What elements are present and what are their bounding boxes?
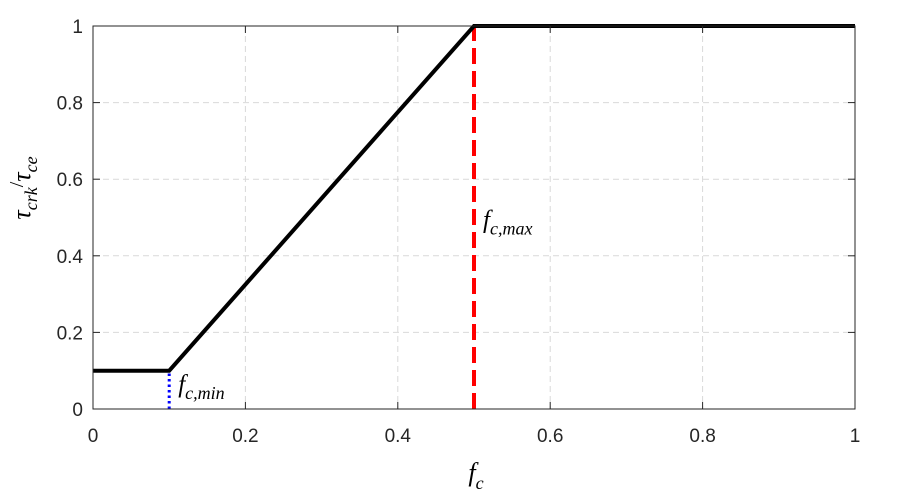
y-tick-label: 1: [72, 17, 83, 38]
reference-lines: [167, 26, 476, 409]
y-tick-label: 0.8: [57, 94, 83, 115]
y-axis-label: τcrk/τce: [6, 156, 41, 219]
x-tick-label: 0.4: [385, 426, 412, 447]
x-tick-label: 1: [850, 426, 861, 447]
plot-frame: [92, 25, 856, 410]
y-axis-label-num: τ: [7, 209, 36, 220]
y-axis-label-den: τ: [7, 171, 36, 182]
y-tick-label: 0: [72, 400, 83, 421]
y-axis-label-den-sub: ce: [21, 156, 41, 172]
x-axis-label: fc: [468, 458, 483, 493]
y-tick-label: 0.6: [57, 170, 83, 191]
y-tick-label: 0.4: [57, 247, 84, 268]
annotation-label: fc,min: [178, 371, 224, 403]
y-axis-label-num-sub: crk: [21, 186, 41, 210]
annotation-label: fc,max: [483, 207, 532, 239]
annotation-sub: c,min: [185, 383, 225, 403]
x-tick-label: 0.6: [537, 426, 563, 447]
x-tick-label: 0: [88, 426, 99, 447]
grid: [93, 26, 855, 409]
y-tick-label: 0.2: [57, 323, 83, 344]
x-axis-label-sub: c: [476, 473, 484, 493]
annotation-sub: c,max: [490, 219, 532, 239]
x-tick-label: 0.8: [689, 426, 715, 447]
x-axis-label-base: f: [468, 458, 479, 487]
axis-ticks: 0 0.2 0.4 0.6 0.8 1 0 0.2 0.4 0.6 0.8 1: [57, 17, 861, 447]
y-axis-label-slash: /: [6, 181, 28, 187]
annotation-base: f: [178, 371, 188, 398]
x-tick-label: 0.2: [232, 426, 258, 447]
annotation-base: f: [483, 207, 493, 234]
